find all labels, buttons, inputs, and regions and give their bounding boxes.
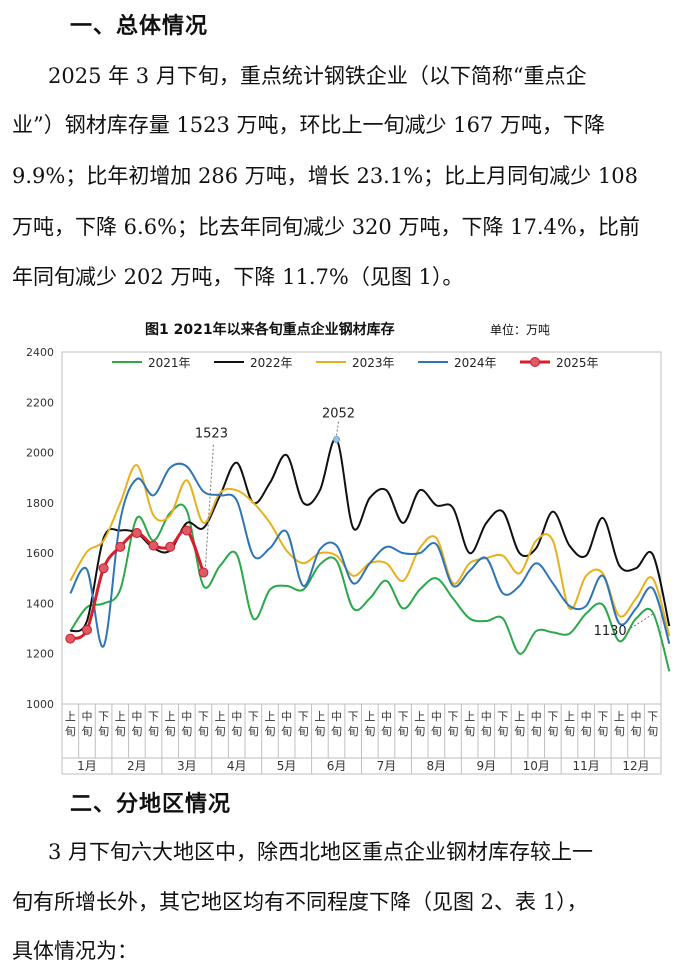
annotation-point bbox=[333, 435, 341, 443]
series-line-1 bbox=[69, 503, 671, 672]
x-month-label: 4月 bbox=[227, 759, 247, 773]
legend-label: 2022年 bbox=[250, 356, 293, 370]
y-tick-label: 1000 bbox=[26, 698, 54, 711]
chart-plot-area bbox=[65, 438, 671, 672]
y-tick-label: 2200 bbox=[26, 396, 54, 409]
chart-axes: 10001200140016001800200022002400上旬中旬下旬上旬… bbox=[26, 346, 662, 775]
inventory-line-chart: 图1 2021年以来各旬重点企业钢材库存 单位：万吨 2021年 2022年 202… bbox=[26, 321, 671, 775]
x-sub-tick-label: 下旬 bbox=[597, 710, 608, 738]
x-month-label: 11月 bbox=[572, 759, 599, 773]
x-sub-tick-label: 下旬 bbox=[448, 710, 459, 738]
paragraph-line: 3 月下旬六大地区中，除西北地区重点企业钢材库存较上一 bbox=[48, 840, 594, 864]
x-sub-tick-label: 上旬 bbox=[414, 710, 425, 738]
section-heading-overall: 一、总体情况 bbox=[70, 14, 209, 39]
series-line-4 bbox=[69, 462, 671, 648]
x-sub-tick-label: 中旬 bbox=[631, 710, 642, 738]
paragraph-line: 具体情况为： bbox=[12, 939, 138, 963]
y-tick-label: 2400 bbox=[26, 346, 54, 359]
y-tick-label: 1200 bbox=[26, 648, 54, 661]
section-heading-regions: 二、分地区情况 bbox=[70, 792, 232, 817]
x-sub-tick-label: 中旬 bbox=[81, 710, 92, 738]
x-sub-tick-label: 上旬 bbox=[264, 710, 275, 738]
x-sub-tick-label: 上旬 bbox=[564, 710, 575, 738]
x-sub-tick-label: 上旬 bbox=[314, 710, 325, 738]
chart-legend: 2021年 2022年 2023年 2024年 2025年 bbox=[112, 356, 599, 370]
x-sub-tick-label: 下旬 bbox=[348, 710, 359, 738]
series-point bbox=[198, 567, 209, 578]
legend-label: 2025年 bbox=[556, 356, 599, 370]
chart-unit: 单位：万吨 bbox=[490, 322, 550, 337]
y-tick-label: 1600 bbox=[26, 547, 54, 560]
paragraph-line: 旬有所增长外，其它地区均有不同程度下降（见图 2、表 1）， bbox=[12, 890, 588, 914]
paragraph-line: 万吨，下降 6.6%；比去年同旬减少 320 万吨，下降 17.4%，比前 bbox=[12, 215, 640, 239]
annotation-leader bbox=[336, 421, 340, 436]
x-sub-tick-label: 中旬 bbox=[281, 710, 292, 738]
series-point bbox=[165, 541, 176, 552]
series-point bbox=[181, 525, 192, 536]
x-sub-tick-label: 中旬 bbox=[431, 710, 442, 738]
y-tick-label: 1800 bbox=[26, 497, 54, 510]
annotation-label: 2052 bbox=[322, 406, 355, 421]
x-month-label: 5月 bbox=[277, 759, 297, 773]
series-point bbox=[115, 541, 126, 552]
x-sub-tick-label: 下旬 bbox=[298, 710, 309, 738]
chart-title: 图1 2021年以来各旬重点企业钢材库存 bbox=[145, 321, 395, 338]
x-month-label: 7月 bbox=[377, 759, 397, 773]
legend-label: 2024年 bbox=[454, 356, 497, 370]
annotation-leader bbox=[630, 613, 653, 629]
series-point bbox=[65, 633, 76, 644]
paragraph-line: 业”）钢材库存量 1523 万吨，环比上一旬减少 167 万吨，下降 bbox=[12, 113, 605, 137]
x-month-label: 12月 bbox=[622, 759, 649, 773]
paragraph-line: 9.9%；比年初增加 286 万吨，增长 23.1%；比上月同旬减少 108 bbox=[12, 164, 638, 188]
x-sub-tick-label: 中旬 bbox=[331, 710, 342, 738]
x-sub-tick-label: 下旬 bbox=[647, 710, 658, 738]
x-sub-tick-label: 中旬 bbox=[381, 710, 392, 738]
legend-label: 2021年 bbox=[148, 356, 191, 370]
x-sub-tick-label: 中旬 bbox=[581, 710, 592, 738]
series-point bbox=[148, 540, 159, 551]
x-sub-tick-label: 上旬 bbox=[364, 710, 375, 738]
paragraph-line: 年同旬减少 202 万吨，下降 11.7%（见图 1）。 bbox=[12, 265, 464, 289]
x-month-label: 2月 bbox=[127, 759, 147, 773]
x-month-label: 8月 bbox=[427, 759, 447, 773]
x-sub-tick-label: 下旬 bbox=[198, 710, 209, 738]
x-sub-tick-label: 上旬 bbox=[65, 710, 76, 738]
series-point bbox=[98, 563, 109, 574]
annotation-label: 1523 bbox=[195, 427, 228, 442]
x-month-label: 1月 bbox=[77, 759, 97, 773]
x-sub-tick-label: 中旬 bbox=[481, 710, 492, 738]
series-line-2 bbox=[69, 438, 671, 633]
x-sub-tick-label: 中旬 bbox=[181, 710, 192, 738]
series-point bbox=[81, 624, 92, 635]
x-sub-tick-label: 下旬 bbox=[98, 710, 109, 738]
plot-border bbox=[61, 351, 662, 705]
x-sub-tick-label: 上旬 bbox=[115, 710, 126, 738]
x-month-label: 6月 bbox=[327, 759, 347, 773]
x-sub-tick-label: 下旬 bbox=[148, 710, 159, 738]
x-month-label: 3月 bbox=[177, 759, 197, 773]
x-sub-tick-label: 上旬 bbox=[165, 710, 176, 738]
y-tick-label: 1400 bbox=[26, 597, 54, 610]
x-sub-tick-label: 中旬 bbox=[531, 710, 542, 738]
x-sub-tick-label: 上旬 bbox=[464, 710, 475, 738]
legend-label: 2023年 bbox=[352, 356, 395, 370]
x-sub-tick-label: 中旬 bbox=[131, 710, 142, 738]
x-sub-tick-label: 下旬 bbox=[547, 710, 558, 738]
x-month-label: 9月 bbox=[476, 759, 496, 773]
x-sub-tick-label: 下旬 bbox=[398, 710, 409, 738]
x-sub-tick-label: 下旬 bbox=[497, 710, 508, 738]
annotation-label: 1130 bbox=[594, 624, 627, 639]
x-sub-tick-label: 上旬 bbox=[614, 710, 625, 738]
y-tick-label: 2000 bbox=[26, 447, 54, 460]
paragraph-line: 2025 年 3 月下旬，重点统计钢铁企业（以下简称“重点企 bbox=[48, 64, 587, 88]
x-sub-tick-label: 中旬 bbox=[231, 710, 242, 738]
annotation-leader bbox=[204, 444, 214, 567]
x-sub-tick-label: 上旬 bbox=[215, 710, 226, 738]
x-month-label: 10月 bbox=[523, 759, 550, 773]
legend-marker bbox=[530, 357, 540, 367]
chart-annotations: 1523 2052 1130 bbox=[195, 406, 653, 639]
x-sub-tick-label: 上旬 bbox=[514, 710, 525, 738]
x-sub-tick-label: 下旬 bbox=[248, 710, 259, 738]
series-point bbox=[131, 528, 142, 539]
